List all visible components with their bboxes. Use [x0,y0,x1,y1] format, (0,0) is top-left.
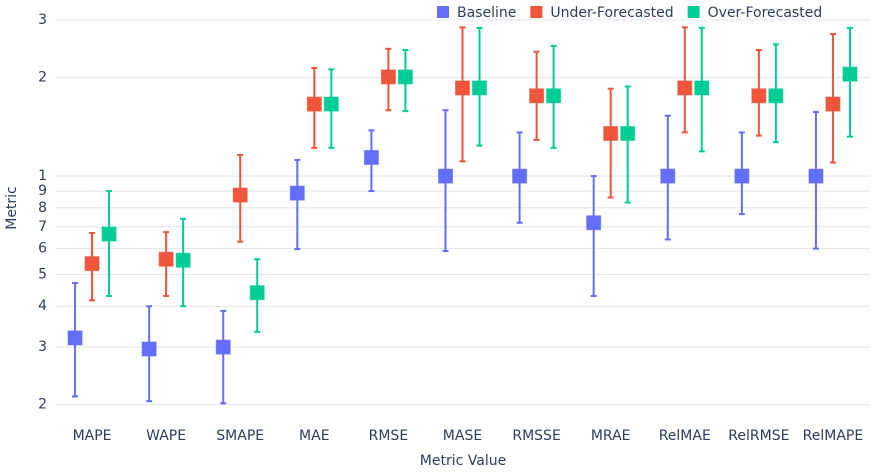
marker [603,125,619,141]
y-tick-label: 5 [38,267,47,283]
error-bar [294,158,301,251]
error-bar [220,309,227,405]
marker [586,215,602,231]
legend-swatch [437,6,449,18]
error-bar [590,175,597,297]
marker [734,168,750,184]
legend-label: Over-Forecasted [708,5,823,21]
marker [67,330,83,346]
x-tick-label: RMSSE [512,428,560,444]
marker [512,168,528,184]
marker [825,96,841,112]
x-tick-label: MAE [299,428,330,444]
marker [808,168,824,184]
y-tick-label: 6 [38,241,47,257]
marker [620,125,636,141]
marker [232,187,248,203]
marker [529,88,545,104]
marker [751,88,767,104]
x-tick-label: MAPE [73,428,112,444]
y-tick-label: 3 [38,12,47,28]
x-tick-label: SMAPE [216,428,264,444]
marker [677,80,693,96]
x-tick-label: RMSE [369,428,409,444]
marker [101,226,117,242]
y-tick-label: 2 [38,397,47,413]
x-tick-label: RelMAE [659,428,711,444]
marker [249,285,265,301]
error-bar [607,87,614,199]
marker [842,66,858,82]
y-tick-label: 3 [38,339,47,355]
marker [215,339,231,355]
marker [397,69,413,85]
marker [455,80,470,96]
error-bar [624,85,631,204]
legend-swatch [530,6,543,18]
marker [546,88,562,104]
y-tick-label: 1 [38,168,47,184]
marker [289,185,305,201]
legend: Baseline Under-Forecasted Over-Forecasted [437,5,822,21]
legend-label: Under-Forecasted [550,5,673,21]
marker [84,256,100,272]
marker [323,96,339,112]
marker [694,80,710,96]
x-tick-label: MASE [443,428,482,444]
y-tick-label: 9 [38,183,47,199]
marker [158,251,174,267]
error-bar [106,190,113,297]
error-bar [681,26,688,134]
y-tick-label: 7 [38,219,47,235]
marker [768,88,784,104]
error-bar [846,26,853,138]
x-tick-label: RelMAPE [803,428,864,444]
y-tick-label: 4 [38,298,47,314]
marker [363,149,379,165]
x-axis-title: Metric Value [420,453,506,469]
marker [438,168,453,184]
legend-label: Baseline [457,5,516,21]
x-tick-label: RelRMSE [728,428,789,444]
marker [660,168,676,184]
marker [141,341,157,357]
marker [306,96,322,112]
x-tick-label: WAPE [146,428,186,444]
y-tick-label: 2 [38,70,47,86]
marker [380,69,396,85]
legend-swatch [687,6,700,18]
x-tick-label: MRAE [591,428,631,444]
y-tick-label: 8 [38,200,47,216]
marker [175,252,191,268]
y-axis-title: Metric [4,186,20,230]
marker [472,80,487,96]
